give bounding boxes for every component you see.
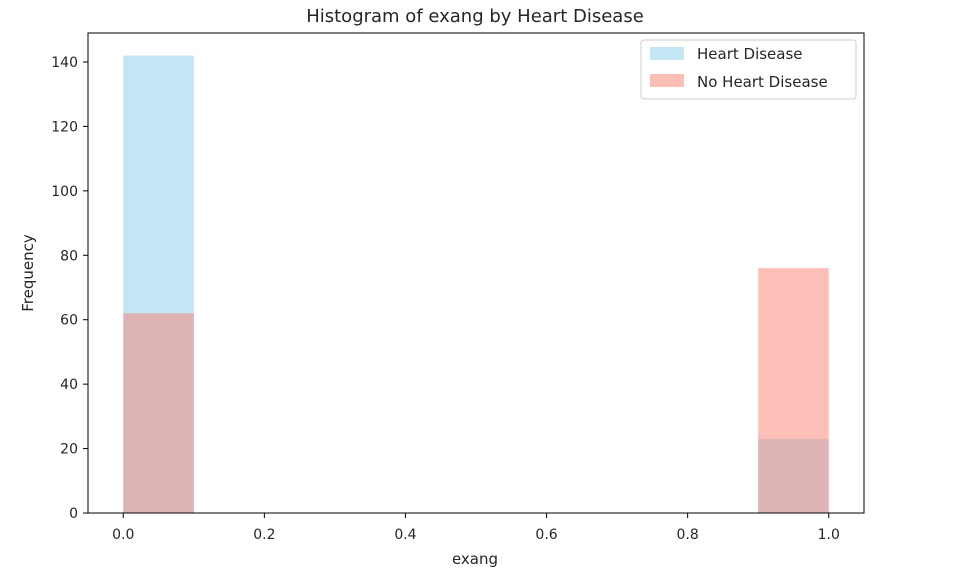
legend-swatch-heart-disease — [650, 47, 684, 60]
x-tick-label: 1.0 — [818, 527, 840, 543]
chart-title: Histogram of exang by Heart Disease — [306, 6, 644, 27]
legend-frame — [640, 39, 857, 100]
plot-frame — [87, 32, 865, 514]
y-tick-label: 100 — [51, 184, 78, 200]
x-tick-label: 0.2 — [253, 527, 275, 543]
bar-no-heart-disease-bin-0 — [123, 313, 194, 513]
y-axis-label: Frequency — [19, 234, 37, 312]
y-tick-label: 60 — [60, 313, 78, 329]
bar-no-heart-disease-bin-1 — [758, 268, 829, 513]
y-tick-label: 80 — [60, 248, 78, 264]
y-tick-label: 120 — [51, 119, 78, 135]
x-axis-label: exang — [452, 550, 498, 568]
x-tick-label: 0.6 — [535, 527, 557, 543]
x-axis-ticks: 0.0 0.2 0.4 0.6 0.8 1.0 — [112, 513, 840, 543]
x-tick-label: 0.4 — [394, 527, 416, 543]
y-tick-label: 0 — [69, 506, 78, 522]
y-tick-label: 40 — [60, 377, 78, 393]
legend: Heart Disease No Heart Disease — [640, 39, 857, 100]
legend-swatch-no-heart-disease — [650, 74, 684, 87]
y-axis-ticks: 0 20 40 60 80 100 120 140 — [51, 55, 88, 522]
x-tick-label: 0.8 — [677, 527, 699, 543]
y-tick-label: 140 — [51, 55, 78, 71]
y-tick-label: 20 — [60, 442, 78, 458]
legend-label-heart-disease: Heart Disease — [697, 45, 803, 63]
x-tick-label: 0.0 — [112, 527, 134, 543]
bars-layer — [123, 55, 829, 514]
legend-label-no-heart-disease: No Heart Disease — [697, 73, 828, 91]
